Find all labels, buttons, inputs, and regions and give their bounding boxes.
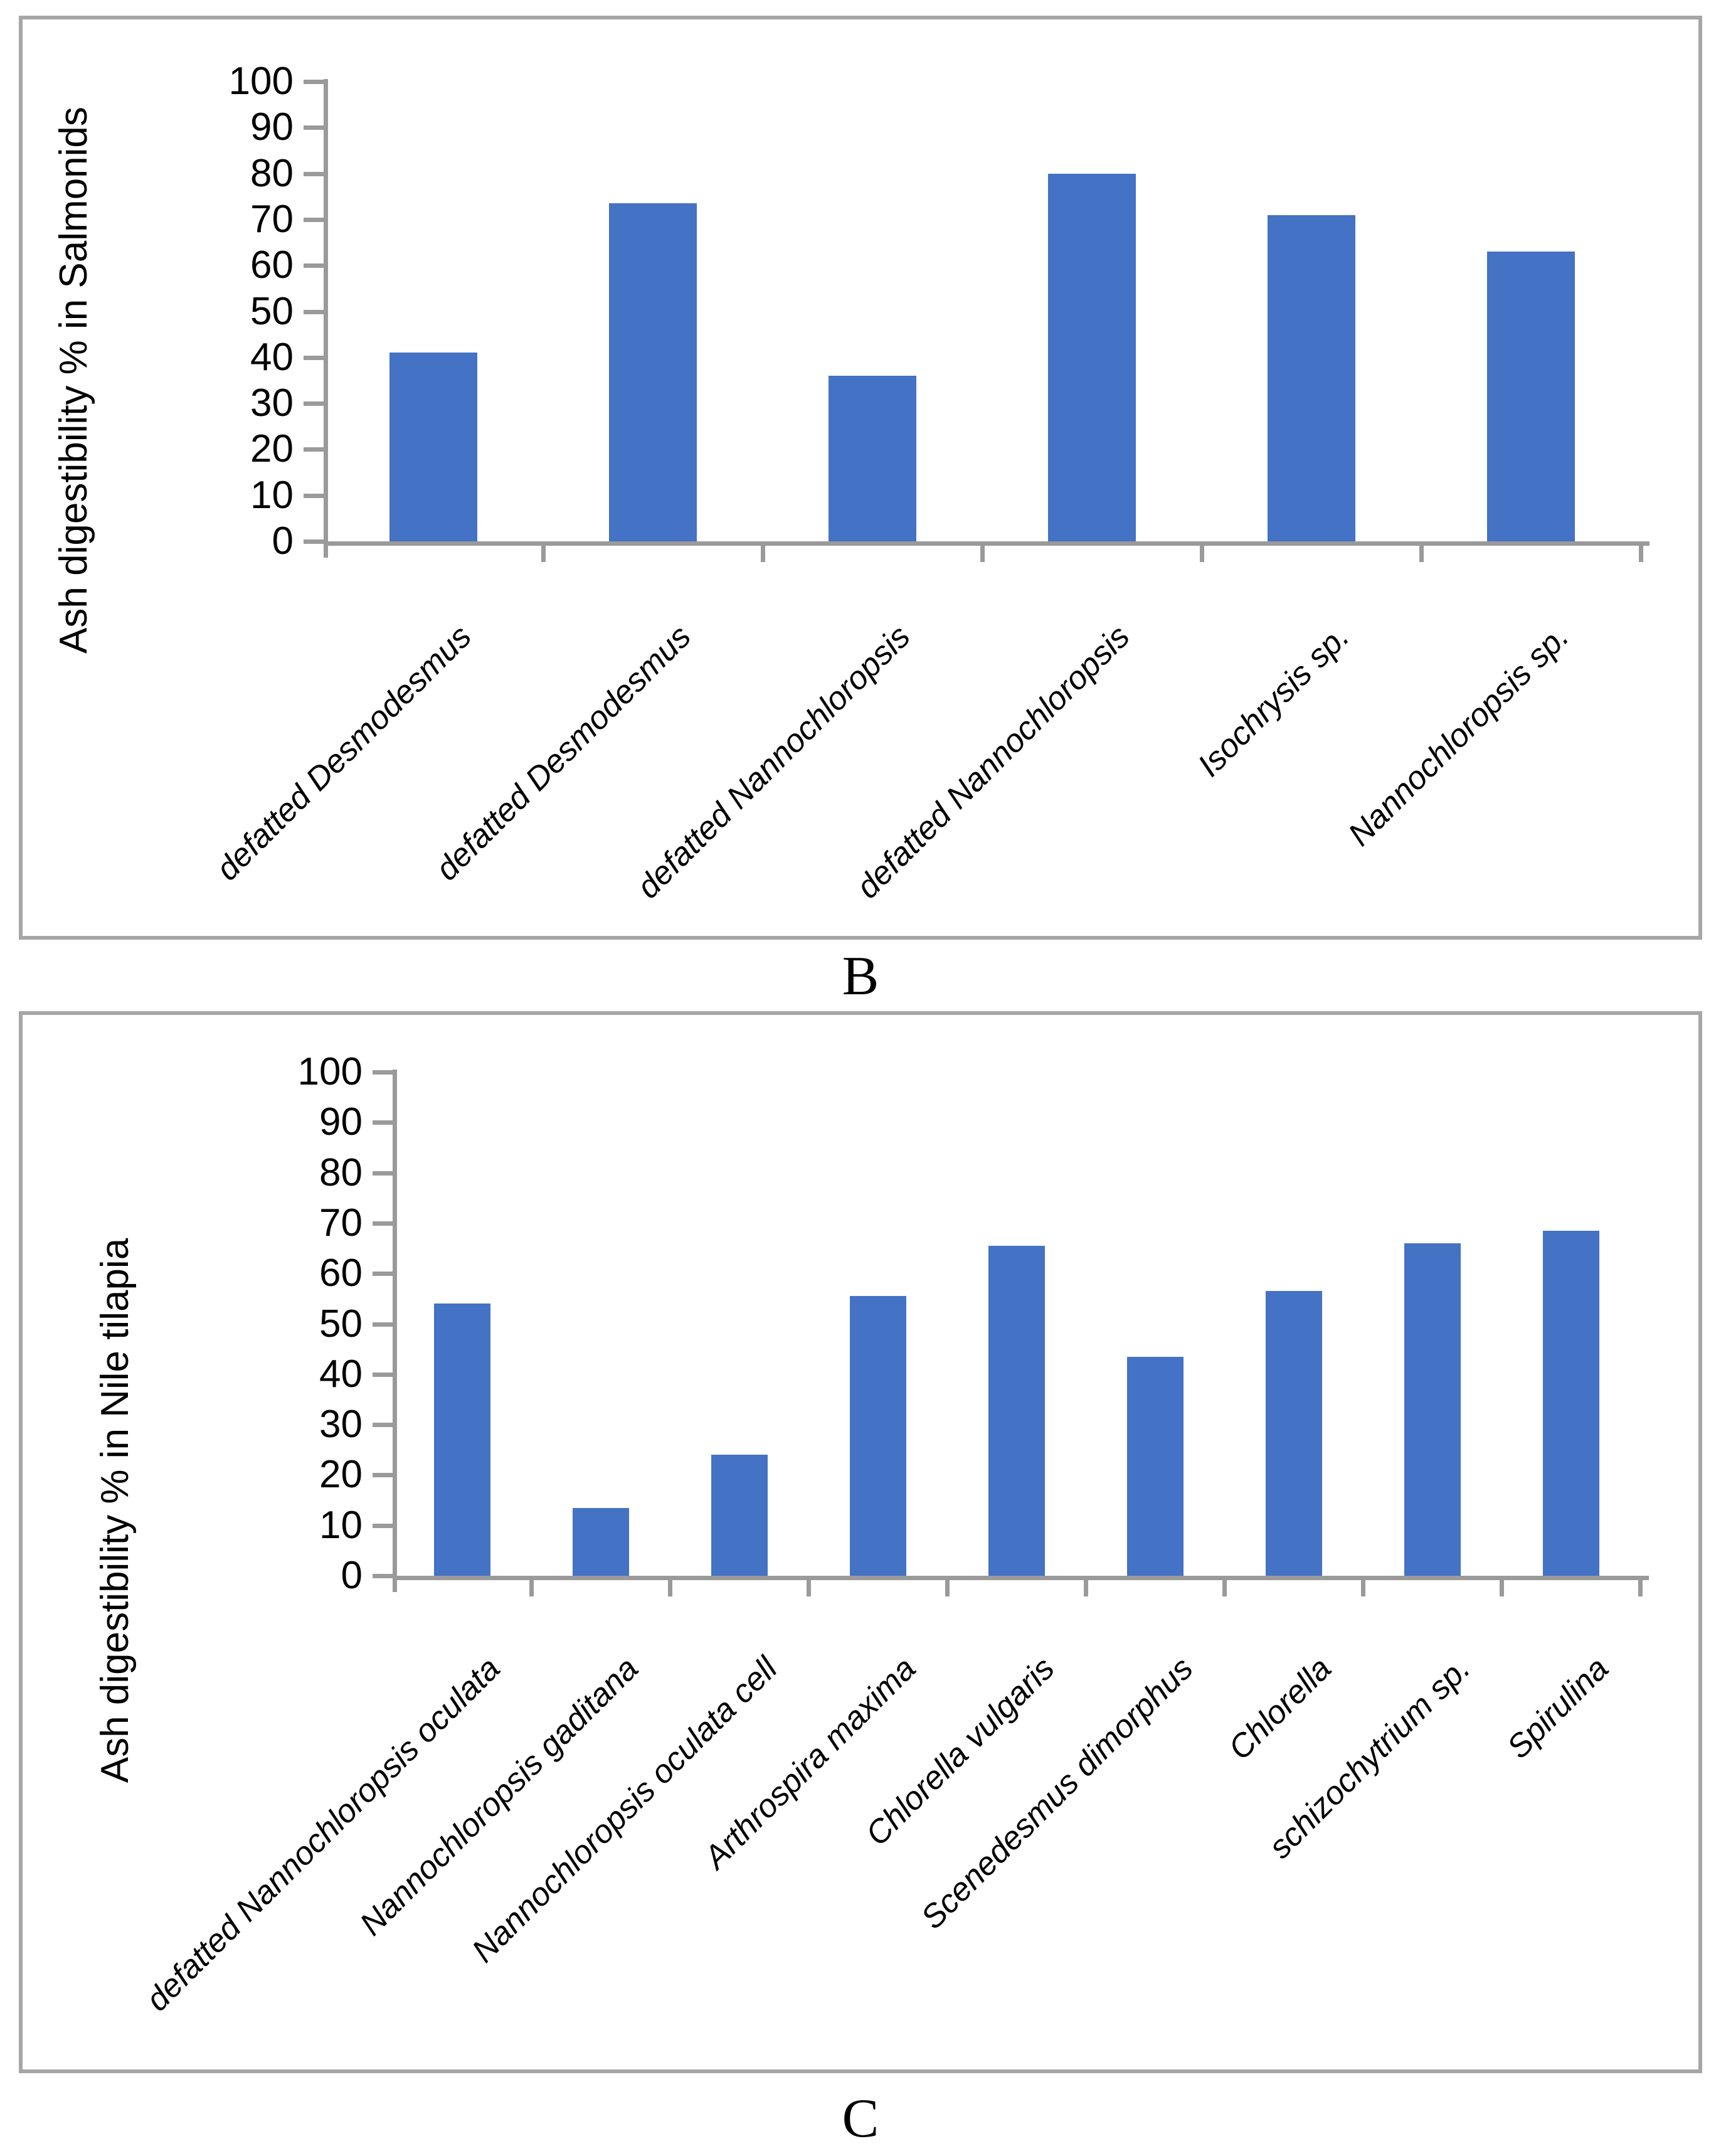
y-tick-label: 80 [319,1150,363,1194]
y-tick-label: 90 [319,1100,363,1144]
x-tick [541,546,546,562]
y-axis-line [393,1070,397,1592]
y-tick-label: 70 [250,197,294,241]
y-tick [304,263,324,268]
x-tick [668,1580,672,1596]
y-tick-label: 0 [272,519,294,563]
bar [609,203,697,541]
panel-caption-b: B [842,946,879,1007]
bar [849,1296,906,1576]
y-axis-line [324,79,328,558]
x-axis-line [324,541,1650,546]
y-tick [373,1574,393,1578]
y-tick-label: 60 [319,1251,363,1295]
x-tick [807,1580,811,1596]
x-tick [1500,1580,1504,1596]
y-tick [304,217,324,222]
y-tick-label: 50 [319,1302,363,1346]
y-tick-label: 80 [250,151,294,195]
y-tick [304,447,324,452]
y-tick-label: 10 [319,1503,363,1547]
x-tick [1222,1580,1227,1596]
x-axis-line [393,1576,1649,1580]
y-tick [304,125,324,130]
x-tick [1361,1580,1365,1596]
bar-chart-salmonids: Ash digestibility % in Salmonids 0 10 20 30… [23,19,1698,936]
bar [1265,1291,1322,1576]
x-tick [529,1580,534,1596]
y-tick [373,1070,393,1075]
x-category-label: Scenedesmus dimorphus [914,1650,1200,1936]
y-tick-label: 50 [250,289,294,333]
y-tick [373,1171,393,1176]
bar [1404,1243,1461,1576]
y-tick [304,171,324,176]
y-tick [373,1120,393,1125]
y-tick-label: 70 [319,1201,363,1245]
y-tick-label: 30 [319,1403,363,1447]
bar [433,1304,490,1576]
panel-chart-salmonids: Ash digestibility % in Salmonids 0 10 20 30… [19,16,1702,940]
y-tick-label: 30 [250,381,294,425]
bar-chart-nile-tilapia: Ash digestibility % in Nile tilapia 0 10 2… [23,1015,1698,2069]
y-tick-label: 90 [250,105,294,149]
y-tick-label: 40 [250,335,294,379]
bar [1268,215,1355,541]
x-tick [1419,546,1424,562]
bar [1048,173,1136,541]
y-tick-label: 100 [297,1050,363,1093]
y-tick [373,1272,393,1277]
y-tick-label: 0 [341,1554,363,1597]
panel-caption-c: C [842,2088,879,2149]
bar [572,1507,629,1576]
y-tick [373,1221,393,1226]
y-tick-label: 10 [250,473,294,517]
x-tick [1639,546,1643,562]
y-tick-label: 100 [228,60,294,103]
y-tick [373,1372,393,1377]
y-tick-label: 20 [250,427,294,471]
y-tick [304,309,324,314]
y-tick [304,80,324,84]
x-tick [980,546,985,562]
x-category-label: Spirulina [1500,1650,1616,1766]
panel-chart-nile-tilapia: Ash digestibility % in Nile tilapia 0 10 2… [19,1011,1702,2073]
x-category-label: defatted Desmodesmus [209,618,479,888]
x-tick [1200,546,1204,562]
x-category-label: defatted Desmodesmus [428,618,698,888]
bar [711,1455,768,1576]
y-tick [304,493,324,498]
x-tick [945,1580,950,1596]
x-tick [1638,1580,1643,1596]
y-tick [373,1473,393,1478]
y-tick [304,539,324,544]
y-tick-label: 40 [319,1352,363,1396]
y-tick [373,1423,393,1428]
bar [829,376,916,541]
x-category-label: Nannochloropsis sp. [1341,618,1576,853]
y-tick [373,1322,393,1327]
y-tick [373,1523,393,1528]
bar [1487,252,1575,541]
bar [1126,1356,1184,1576]
bar [389,353,477,541]
bar [1542,1230,1599,1576]
x-tick [1084,1580,1088,1596]
x-category-label: Nannochloropsis gaditana [353,1650,646,1943]
x-category-label: Chlorella [1222,1650,1339,1767]
bar [988,1246,1045,1576]
y-tick-label: 20 [319,1453,363,1497]
x-category-label: Isochrysis sp. [1190,618,1357,784]
y-tick-label: 60 [250,243,294,287]
y-tick [304,355,324,360]
y-tick [304,401,324,406]
x-tick [761,546,765,562]
